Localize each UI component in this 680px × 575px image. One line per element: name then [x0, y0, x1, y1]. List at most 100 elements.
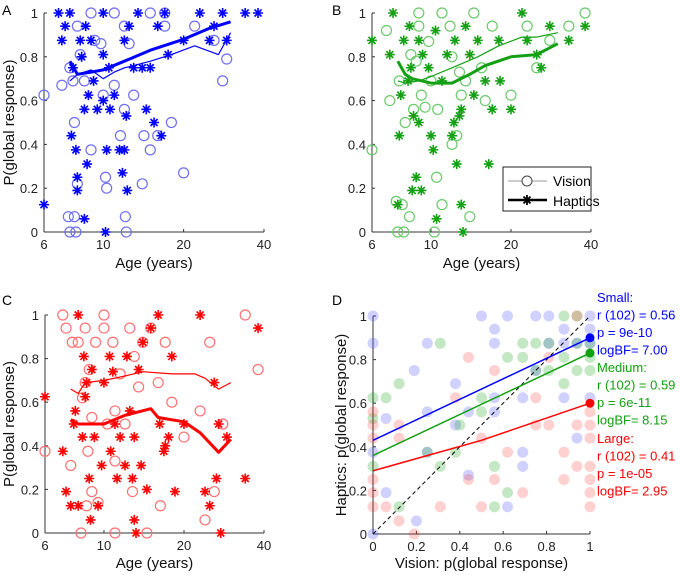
legend: Vision Haptics: [502, 166, 600, 212]
medium-fit-endpoint: [585, 348, 595, 358]
haptics-point-asterisk: [152, 21, 163, 32]
haptics-point-asterisk: [215, 528, 226, 538]
haptics-point-asterisk: [456, 199, 467, 210]
haptics-point-asterisk: [93, 500, 104, 511]
large-data-point: [476, 501, 487, 513]
haptics-point-asterisk: [88, 75, 99, 86]
y-tick-label: 0: [360, 527, 367, 542]
haptics-point-asterisk: [79, 104, 90, 115]
x-tick-label: 10: [96, 237, 110, 252]
haptics-point-asterisk: [211, 473, 222, 484]
medium-data-point: [517, 337, 529, 349]
y-axis-label: P(global response): [1, 361, 18, 487]
haptics-point-asterisk: [460, 21, 471, 32]
medium-data-point: [502, 487, 514, 499]
small-fit-endpoint: [585, 333, 595, 343]
identity-dashed-line: [372, 315, 591, 535]
small-data-point: [584, 323, 596, 335]
vision-point-circle: [419, 101, 431, 113]
vision-point-circle: [79, 322, 91, 334]
medium-data-point: [558, 310, 570, 322]
large-data-point: [380, 501, 392, 513]
haptics-point-asterisk: [209, 377, 220, 388]
haptics-point-asterisk: [221, 432, 232, 443]
y-axis-label: P(global response): [1, 60, 18, 186]
medium-data-point: [489, 460, 501, 472]
haptics-point-asterisk: [60, 21, 71, 32]
haptics-point-asterisk: [451, 159, 462, 170]
large-data-point: [462, 474, 474, 485]
vision-point-circle: [204, 336, 216, 348]
small-data-point: [517, 460, 529, 472]
small-regression-line: [372, 337, 591, 441]
haptics-point-asterisk: [86, 35, 97, 46]
small-data-point: [410, 515, 422, 527]
haptics-point-asterisk: [159, 8, 170, 18]
medium-data-point: [502, 351, 514, 363]
large-data-point: [367, 406, 379, 418]
vision-point-circle: [62, 211, 74, 223]
haptics-point-asterisk: [204, 35, 215, 46]
large-data-point: [558, 446, 570, 458]
haptics-point-asterisk: [61, 486, 72, 497]
vision-point-circle: [468, 7, 480, 19]
vision-point-circle: [98, 309, 110, 321]
vision-point-circle: [74, 49, 86, 61]
vision-point-circle: [165, 116, 178, 129]
panel-a: A 0 0.2 0.4 0.6 0.8 1 6 10 20 40 Age (years) P(globa…: [1, 2, 271, 272]
haptics-point-asterisk: [80, 391, 91, 402]
haptics-point-asterisk: [505, 104, 516, 115]
haptics-point-asterisk: [57, 446, 68, 457]
haptics-point-asterisk: [127, 473, 138, 484]
y-tick-label: 1: [31, 6, 38, 21]
medium-stat-text: Medium:: [597, 360, 647, 375]
haptics-point-asterisk: [117, 167, 128, 178]
large-data-point: [367, 474, 379, 485]
vision-point-circle: [415, 89, 427, 101]
large-stat-text: r (102) = 0.41: [597, 449, 675, 464]
large-data-point: [584, 487, 596, 499]
haptics-point-asterisk: [448, 117, 459, 128]
vision-point-circle: [152, 376, 164, 389]
medium-data-point: [367, 412, 379, 424]
small-data-point: [571, 432, 583, 444]
vision-point-circle: [119, 211, 131, 223]
haptics-point-asterisk: [194, 8, 205, 18]
vision-point-circle: [108, 79, 120, 91]
vision-point-circle: [410, 55, 422, 67]
small-stat-text: p = 9e-10: [597, 325, 652, 340]
vision-point-circle: [432, 103, 444, 115]
haptics-point-asterisk: [388, 8, 399, 18]
small-data-point: [367, 337, 379, 349]
medium-data-point: [558, 351, 570, 363]
haptics-point-asterisk: [133, 8, 144, 18]
vision-point-circle: [86, 485, 98, 498]
large-data-point: [584, 406, 596, 418]
haptics-point-asterisk: [580, 21, 591, 32]
haptics-point-asterisk: [449, 35, 460, 46]
vision-point-circle: [136, 178, 148, 190]
small-data-point: [462, 469, 474, 481]
haptics-point-asterisk: [112, 473, 123, 484]
haptics-point-asterisk: [495, 75, 506, 86]
medium-data-point: [476, 392, 487, 404]
x-tick-label: 40: [257, 237, 271, 252]
haptics-point-asterisk: [480, 75, 491, 86]
haptics-point-asterisk: [253, 8, 264, 18]
x-tick-label: 1: [586, 539, 593, 554]
legend-haptics-marker: [522, 195, 532, 205]
small-data-point: [543, 337, 555, 349]
haptics-point-asterisk: [405, 62, 416, 73]
haptics-point-asterisk: [416, 185, 427, 196]
medium-data-point: [530, 337, 542, 349]
y-tick-label: 0.2: [349, 483, 367, 498]
vision-point-circle: [154, 500, 166, 512]
haptics-point-asterisk: [413, 117, 424, 128]
large-data-point: [517, 487, 529, 499]
haptics-point-asterisk: [40, 391, 50, 402]
haptics-point-asterisk: [129, 432, 140, 443]
haptics-point-asterisk: [431, 213, 442, 224]
large-data-point: [558, 474, 570, 485]
y-tick-label: 0.4: [21, 439, 39, 454]
